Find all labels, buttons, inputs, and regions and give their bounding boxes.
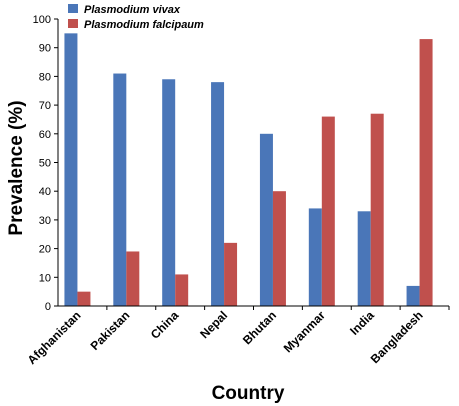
x-tick-label: Bhutan (240, 308, 279, 347)
bar-vivax-myanmar (308, 208, 322, 306)
x-tick-label: Bangladesh (368, 308, 426, 366)
bars (64, 33, 433, 307)
y-tick-label: 20 (39, 244, 51, 256)
bar-vivax-nepal (211, 82, 225, 306)
x-tick-label: Afghanistan (25, 308, 84, 367)
bar-falciparum-afghanistan (77, 291, 91, 306)
bar-falciparum-bhutan (272, 191, 286, 306)
y-tick-label: 0 (45, 301, 51, 313)
x-tick-label: Pakistan (88, 308, 133, 353)
y-tick-label: 10 (39, 272, 51, 284)
bar-vivax-china (162, 79, 176, 307)
bar-falciparum-india (370, 113, 384, 307)
x-ticks: Afghanistan Pakistan China Nepal Bhutan Myanm… (25, 306, 450, 367)
y-tick-label: 60 (39, 129, 51, 141)
bar-falciparum-nepal (224, 242, 238, 306)
legend-swatch-vivax (68, 4, 78, 13)
bar-vivax-afghanistan (64, 33, 78, 306)
bar-falciparum-bangladesh (419, 39, 433, 307)
legend-swatch-falciparum (68, 19, 78, 28)
x-tick-label: India (347, 308, 377, 338)
bar-vivax-bhutan (259, 133, 273, 306)
y-tick-label: 100 (33, 14, 51, 26)
x-tick-label: Nepal (197, 308, 230, 341)
y-tick-label: 70 (39, 100, 51, 112)
y-tick-label: 40 (39, 186, 51, 198)
bar-vivax-pakistan (113, 73, 127, 306)
x-axis-title: Country (212, 383, 285, 404)
bar-falciparum-myanmar (321, 116, 335, 306)
bar-falciparum-pakistan (126, 251, 140, 306)
legend: Plasmodium vivax Plasmodium falcipaum (68, 4, 204, 31)
x-tick-label: China (148, 308, 182, 342)
y-tick-label: 30 (39, 215, 51, 227)
y-tick-label: 80 (39, 71, 51, 83)
y-axis-title: Prevalence (%) (6, 100, 27, 235)
bar-falciparum-china (175, 274, 189, 306)
legend-label-falciparum: Plasmodium falcipaum (84, 19, 204, 31)
y-tick-label: 50 (39, 158, 51, 170)
x-tick-label: Myanmar (281, 308, 328, 355)
bar-vivax-india (357, 211, 371, 306)
y-ticks: 0 10 20 30 40 50 60 70 80 90 100 (33, 14, 58, 313)
y-tick-label: 90 (39, 43, 51, 55)
bar-vivax-bangladesh (406, 285, 420, 306)
legend-label-vivax: Plasmodium vivax (84, 4, 181, 16)
